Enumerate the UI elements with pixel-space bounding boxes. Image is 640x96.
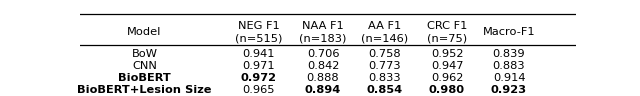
Text: 0.965: 0.965 [243,85,275,95]
Text: AA F1
(n=146): AA F1 (n=146) [362,21,408,43]
Text: 0.894: 0.894 [305,85,341,95]
Text: 0.833: 0.833 [369,73,401,83]
Text: 0.947: 0.947 [431,61,463,71]
Text: 0.758: 0.758 [369,49,401,59]
Text: 0.923: 0.923 [491,85,527,95]
Text: BoW: BoW [131,49,157,59]
Text: NEG F1
(n=515): NEG F1 (n=515) [235,21,282,43]
Text: 0.842: 0.842 [307,61,339,71]
Text: 0.971: 0.971 [243,61,275,71]
Text: 0.980: 0.980 [429,85,465,95]
Text: 0.706: 0.706 [307,49,339,59]
Text: 0.773: 0.773 [369,61,401,71]
Text: 0.952: 0.952 [431,49,463,59]
Text: Model: Model [127,27,162,37]
Text: 0.839: 0.839 [493,49,525,59]
Text: BioBERT: BioBERT [118,73,171,83]
Text: 0.888: 0.888 [307,73,339,83]
Text: 0.972: 0.972 [241,73,276,83]
Text: 0.962: 0.962 [431,73,463,83]
Text: 0.883: 0.883 [493,61,525,71]
Text: Macro-F1: Macro-F1 [483,27,535,37]
Text: 0.941: 0.941 [243,49,275,59]
Text: 0.914: 0.914 [493,73,525,83]
Text: CRC F1
(n=75): CRC F1 (n=75) [427,21,467,43]
Text: CNN: CNN [132,61,157,71]
Text: BioBERT+Lesion Size: BioBERT+Lesion Size [77,85,212,95]
Text: NAA F1
(n=183): NAA F1 (n=183) [300,21,347,43]
Text: 0.854: 0.854 [367,85,403,95]
